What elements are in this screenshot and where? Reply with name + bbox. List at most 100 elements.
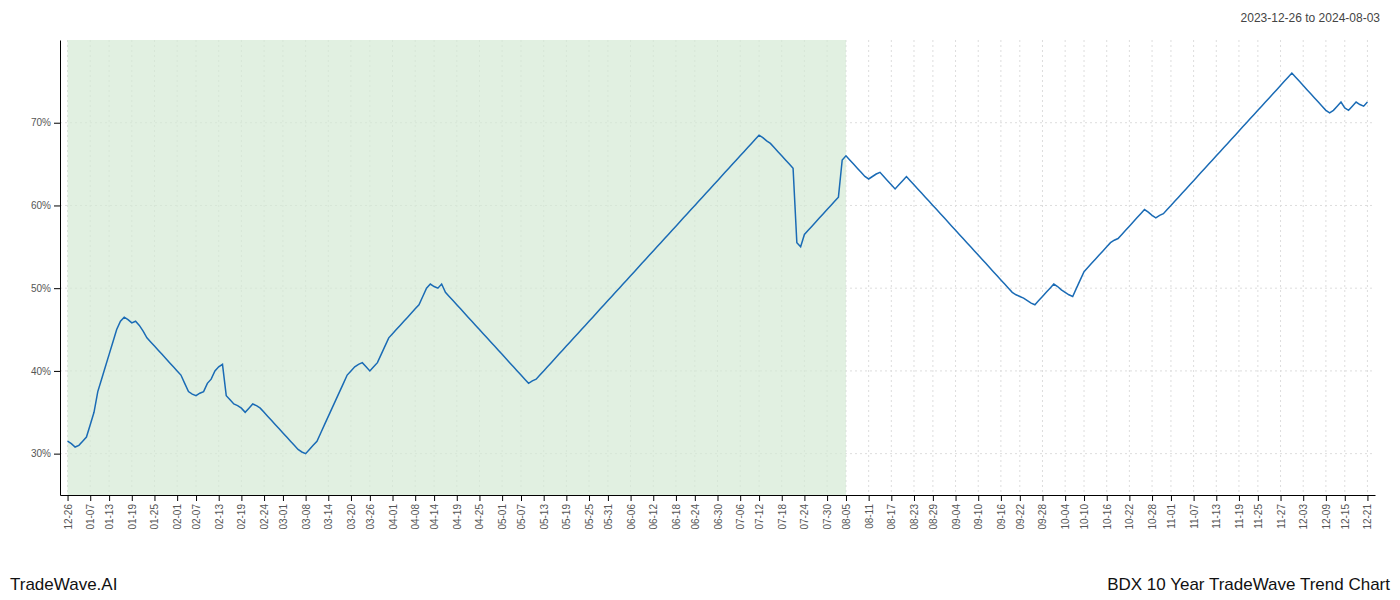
x-tick-mark <box>1129 495 1130 501</box>
x-tick-mark <box>695 495 696 501</box>
grid-line-x <box>932 40 933 495</box>
x-tick-label: 02-24 <box>259 504 270 530</box>
x-tick: 09-10 <box>973 495 984 530</box>
x-tick-mark <box>434 495 435 501</box>
x-tick-label: 07-24 <box>799 504 810 530</box>
x-tick-mark <box>759 495 760 501</box>
x-tick-mark <box>1303 495 1304 501</box>
x-tick: 10-16 <box>1102 495 1113 530</box>
x-tick-label: 10-22 <box>1124 504 1135 530</box>
x-tick-label: 02-07 <box>191 504 202 530</box>
x-tick: 02-19 <box>236 495 247 530</box>
grid-line-x <box>1065 40 1066 495</box>
x-tick: 05-01 <box>497 495 508 530</box>
x-tick-mark <box>1258 495 1259 501</box>
x-tick: 07-06 <box>735 495 746 530</box>
x-tick-label: 05-25 <box>584 504 595 530</box>
x-tick: 03-14 <box>323 495 334 530</box>
x-tick-label: 01-13 <box>104 504 115 530</box>
x-tick-label: 05-07 <box>516 504 527 530</box>
y-tick-mark <box>54 454 60 455</box>
x-tick-label: 09-10 <box>973 504 984 530</box>
x-tick: 04-25 <box>474 495 485 530</box>
x-tick-mark <box>521 495 522 501</box>
x-tick: 05-07 <box>516 495 527 530</box>
x-tick-label: 08-29 <box>928 504 939 530</box>
x-tick: 04-19 <box>452 495 463 530</box>
x-tick-label: 04-25 <box>474 504 485 530</box>
x-tick: 12-15 <box>1340 495 1351 530</box>
x-tick-label: 07-18 <box>777 504 788 530</box>
x-tick-mark <box>241 495 242 501</box>
x-tick: 08-11 <box>864 495 875 529</box>
grid-line-x <box>955 40 956 495</box>
x-tick-mark <box>328 495 329 501</box>
x-tick-mark <box>370 495 371 501</box>
x-tick: 07-12 <box>754 495 765 530</box>
x-tick-mark <box>283 495 284 501</box>
grid-line-x <box>1193 40 1194 495</box>
x-tick-mark <box>676 495 677 501</box>
y-tick-label: 60% <box>31 200 51 211</box>
y-tick-label: 40% <box>31 366 51 377</box>
annotation: TradeWave.AI <box>10 575 117 594</box>
x-tick-label: 12-15 <box>1340 504 1351 530</box>
x-tick-mark <box>631 495 632 501</box>
x-tick-mark <box>869 495 870 501</box>
grid-line-x <box>978 40 979 495</box>
x-tick-label: 05-31 <box>603 504 614 530</box>
x-tick-label: 03-26 <box>365 504 376 530</box>
x-tick-label: 01-25 <box>149 504 160 530</box>
x-tick-mark <box>782 495 783 501</box>
x-tick: 02-13 <box>214 495 225 530</box>
x-tick-mark <box>956 495 957 501</box>
x-tick-mark <box>415 495 416 501</box>
x-tick: 11-07 <box>1189 495 1200 529</box>
x-tick: 03-08 <box>301 495 312 530</box>
x-tick-label: 10-16 <box>1102 504 1113 530</box>
x-tick-mark <box>1042 495 1043 501</box>
grid-line-x <box>1303 40 1304 495</box>
x-tick-mark <box>1239 495 1240 501</box>
y-axis-line <box>60 41 61 496</box>
x-tick: 01-07 <box>85 495 96 530</box>
y-tick-mark <box>54 123 60 124</box>
x-tick-mark <box>544 495 545 501</box>
x-tick-label: 08-11 <box>864 504 875 529</box>
x-tick-label: 04-14 <box>429 504 440 530</box>
x-tick: 09-04 <box>951 495 962 530</box>
x-tick-mark <box>1107 495 1108 501</box>
x-tick-label: 06-30 <box>713 504 724 530</box>
x-tick-label: 03-01 <box>278 504 289 530</box>
x-tick-label: 02-01 <box>172 504 183 530</box>
x-tick-mark <box>846 495 847 501</box>
x-tick: 06-30 <box>713 495 724 530</box>
grid-line-x <box>1000 40 1001 495</box>
line-series <box>68 73 1368 454</box>
x-tick-label: 08-17 <box>886 504 897 530</box>
x-tick: 02-07 <box>191 495 202 530</box>
x-tick: 04-08 <box>410 495 421 530</box>
x-tick: 10-22 <box>1124 495 1135 530</box>
x-tick-label: 05-13 <box>539 504 550 530</box>
x-tick: 01-25 <box>149 495 160 530</box>
x-tick: 04-14 <box>429 495 440 530</box>
x-tick-label: 03-20 <box>346 504 357 530</box>
y-tick-label: 70% <box>31 117 51 128</box>
x-tick-mark <box>219 495 220 501</box>
x-tick: 05-25 <box>584 495 595 530</box>
x-tick-label: 04-01 <box>388 504 399 530</box>
x-tick-label: 12-21 <box>1362 504 1373 530</box>
x-tick-mark <box>177 495 178 501</box>
y-tick: 60% <box>31 200 60 211</box>
x-tick: 04-01 <box>388 495 399 530</box>
x-tick-label: 11-01 <box>1166 504 1177 529</box>
y-tick-label: 50% <box>31 283 51 294</box>
grid-line-x <box>1042 40 1043 495</box>
y-axis: 30%40%50%60%70% <box>31 41 61 496</box>
x-tick: 11-27 <box>1276 495 1287 529</box>
x-tick-mark <box>589 495 590 501</box>
x-tick-label: 03-14 <box>323 504 334 530</box>
x-tick-mark <box>1084 495 1085 501</box>
x-tick: 11-01 <box>1166 495 1177 529</box>
